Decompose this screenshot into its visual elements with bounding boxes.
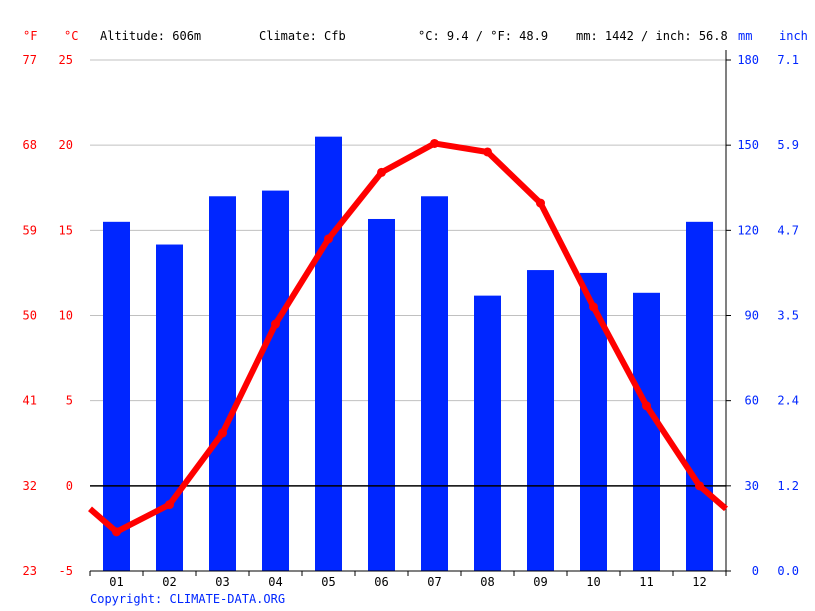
precip-bar-04 — [262, 190, 289, 572]
inch-tick-label: 0.0 — [777, 564, 799, 578]
mm-tick-label: 30 — [745, 479, 759, 493]
f-tick-label: 77 — [23, 53, 37, 67]
temp-point-12 — [695, 481, 704, 491]
temp-point-03 — [218, 428, 227, 438]
precip-bar-07 — [421, 196, 448, 571]
temp-point-09 — [536, 198, 545, 208]
temp-point-07 — [430, 138, 439, 148]
temp-point-08 — [483, 147, 492, 157]
precip-bar-12 — [686, 221, 713, 572]
mm-tick-label: 0 — [752, 564, 759, 578]
month-label: 01 — [109, 575, 123, 589]
month-label: 06 — [374, 575, 388, 589]
month-label: 08 — [480, 575, 494, 589]
precip-bar-05 — [315, 136, 342, 571]
f-tick-label: 68 — [23, 138, 37, 152]
mm-tick-label: 150 — [737, 138, 759, 152]
precip-bar-03 — [209, 196, 236, 571]
mm-tick-label: 90 — [745, 309, 759, 323]
inch-unit: inch — [779, 29, 808, 43]
month-label: 12 — [692, 575, 706, 589]
f-tick-label: 50 — [23, 309, 37, 323]
temperature-line — [88, 140, 728, 535]
precip-bar-02 — [156, 244, 183, 571]
precip-bar-08 — [474, 295, 501, 571]
temp-point-10 — [589, 302, 598, 312]
c-tick-label: -5 — [59, 564, 73, 578]
month-label: 05 — [321, 575, 335, 589]
c-tick-label: 25 — [59, 53, 73, 67]
f-tick-label: 41 — [23, 394, 37, 408]
inch-tick-label: 3.5 — [777, 309, 799, 323]
c-tick-label: 20 — [59, 138, 73, 152]
inch-tick-label: 7.1 — [777, 53, 799, 67]
f-tick-label: 32 — [23, 479, 37, 493]
inch-tick-label: 2.4 — [777, 394, 799, 408]
mm-tick-label: 120 — [737, 223, 759, 237]
fahrenheit-unit: °F — [23, 29, 37, 43]
precip-total: mm: 1442 / inch: 56.8 — [576, 29, 728, 43]
precip-bar-09 — [527, 270, 554, 571]
month-label: 10 — [586, 575, 600, 589]
f-tick-label: 59 — [23, 223, 37, 237]
c-tick-label: 0 — [66, 479, 73, 493]
inch-tick-label: 1.2 — [777, 479, 799, 493]
month-label: 07 — [427, 575, 441, 589]
precip-bar-01 — [103, 221, 130, 572]
mm-unit: mm — [738, 29, 752, 43]
c-tick-label: 15 — [59, 223, 73, 237]
temp-point-01 — [112, 527, 121, 537]
mm-tick-label: 60 — [745, 394, 759, 408]
inch-tick-label: 4.7 — [777, 223, 799, 237]
month-label: 11 — [639, 575, 653, 589]
month-label: 09 — [533, 575, 547, 589]
temp-average: °C: 9.4 / °F: 48.9 — [418, 29, 548, 43]
c-tick-label: 10 — [59, 309, 73, 323]
altitude-label: Altitude: 606m — [100, 29, 201, 43]
mm-tick-label: 180 — [737, 53, 759, 67]
month-label: 03 — [215, 575, 229, 589]
temp-point-02 — [165, 500, 174, 510]
month-label: 02 — [162, 575, 176, 589]
celsius-unit: °C — [64, 29, 78, 43]
temp-point-05 — [324, 234, 333, 244]
precip-bar-11 — [633, 292, 660, 571]
month-label: 04 — [268, 575, 282, 589]
copyright[interactable]: Copyright: CLIMATE-DATA.ORG — [90, 592, 285, 606]
temp-point-06 — [377, 167, 386, 177]
temp-point-11 — [642, 401, 651, 411]
c-tick-label: 5 — [66, 394, 73, 408]
inch-tick-label: 5.9 — [777, 138, 799, 152]
climate-label: Climate: Cfb — [259, 29, 346, 43]
precip-bar-10 — [580, 272, 607, 571]
temp-point-04 — [271, 319, 280, 329]
f-tick-label: 23 — [23, 564, 37, 578]
precip-bar-06 — [368, 218, 395, 571]
